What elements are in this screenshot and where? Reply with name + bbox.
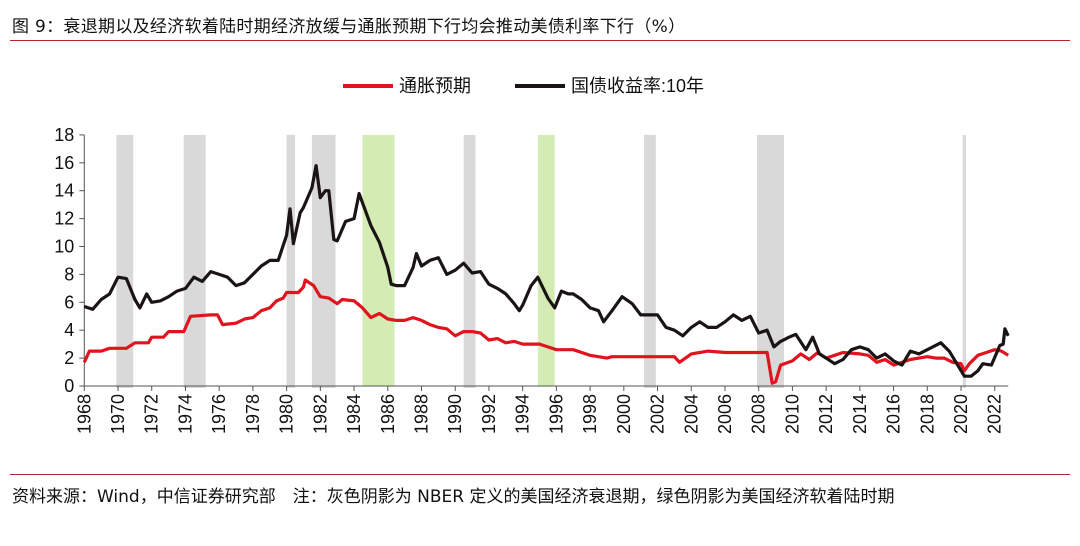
x-tick-label: 1992 bbox=[479, 394, 499, 434]
y-tick-label: 4 bbox=[64, 320, 74, 340]
x-tick-label: 1988 bbox=[412, 394, 432, 434]
y-tick-label: 16 bbox=[54, 153, 74, 173]
x-tick-label: 2018 bbox=[917, 394, 937, 434]
y-tick-label: 14 bbox=[54, 181, 74, 201]
x-tick-label: 1982 bbox=[310, 394, 330, 434]
x-tick-label: 1976 bbox=[209, 394, 229, 434]
x-tick-label: 1986 bbox=[378, 394, 398, 434]
x-tick-label: 2008 bbox=[749, 394, 769, 434]
x-tick-label: 1974 bbox=[175, 394, 195, 434]
y-tick-label: 12 bbox=[54, 209, 74, 229]
recession-shade bbox=[286, 134, 296, 388]
y-tick-label: 10 bbox=[54, 237, 74, 257]
y-tick-label: 6 bbox=[64, 292, 74, 312]
series-line-treasury-10y bbox=[83, 164, 1010, 378]
footer-rule bbox=[10, 474, 1070, 475]
figure-title: 图 9：衰退期以及经济软着陆时期经济放缓与通胀预期下行均会推动美债利率下行（%） bbox=[12, 17, 686, 37]
x-tick-label: 1970 bbox=[108, 394, 128, 434]
x-tick-label: 2020 bbox=[951, 394, 971, 434]
recession-shade bbox=[116, 134, 134, 388]
y-tick-label: 2 bbox=[64, 348, 74, 368]
x-tick-label: 1990 bbox=[445, 394, 465, 434]
y-tick-label: 8 bbox=[64, 264, 74, 284]
y-tick-label: 18 bbox=[54, 125, 74, 145]
x-tick-label: 2014 bbox=[850, 394, 870, 434]
x-tick-label: 1972 bbox=[142, 394, 162, 434]
x-tick-label: 2002 bbox=[648, 394, 668, 434]
source-note: 资料来源：Wind，中信证券研究部 注：灰色阴影为 NBER 定义的美国经济衰退… bbox=[12, 487, 895, 507]
x-tick-label: 2016 bbox=[884, 394, 904, 434]
x-tick-label: 1994 bbox=[513, 394, 533, 434]
recession-shade bbox=[757, 134, 784, 388]
soft-landing-shade bbox=[362, 134, 395, 386]
x-tick-label: 1968 bbox=[74, 394, 94, 434]
x-tick-label: 2000 bbox=[614, 394, 634, 434]
x-tick-label: 2006 bbox=[715, 394, 735, 434]
series-line-inflation-expectation bbox=[82, 278, 1010, 385]
legend-label: 国债收益率:10年 bbox=[571, 76, 704, 96]
y-tick-label: 0 bbox=[64, 376, 74, 396]
x-tick-label: 2012 bbox=[816, 394, 836, 434]
x-tick-label: 1978 bbox=[243, 394, 263, 434]
x-tick-label: 2004 bbox=[681, 394, 701, 434]
legend: 通胀预期 国债收益率:10年 bbox=[343, 76, 704, 96]
x-tick-label: 1996 bbox=[546, 394, 566, 434]
recession-shade bbox=[644, 134, 656, 388]
recession-shade bbox=[463, 134, 476, 388]
x-tick-label: 2022 bbox=[985, 394, 1005, 434]
x-tick-label: 1984 bbox=[344, 394, 364, 434]
x-tick-label: 2010 bbox=[782, 394, 802, 434]
legend-label: 通胀预期 bbox=[399, 76, 471, 96]
title-rule bbox=[10, 40, 1070, 41]
recession-shade bbox=[962, 134, 967, 388]
line-chart: 0 2 4 6 8 10 12 14 16 18 1968 1970 1972 1974 1976 1978 1… bbox=[54, 76, 1010, 434]
recession-shade bbox=[183, 134, 206, 388]
x-tick-label: 1998 bbox=[580, 394, 600, 434]
soft-landing-shade bbox=[537, 134, 555, 386]
x-tick-label: 1980 bbox=[277, 394, 297, 434]
